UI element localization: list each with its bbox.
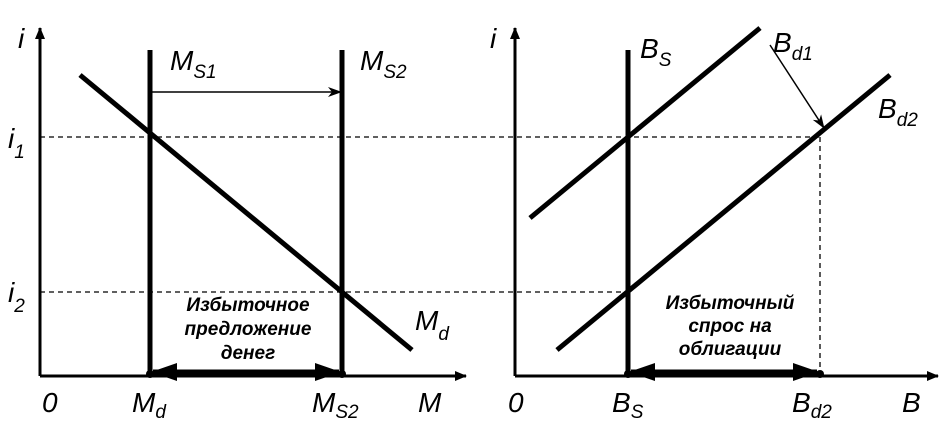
curve-label: MS1 <box>170 45 217 83</box>
shift-arrow <box>769 44 825 129</box>
note: спрос на <box>688 316 772 337</box>
demand-line <box>78 73 414 352</box>
point <box>816 370 824 378</box>
curve-label: Bd1 <box>773 27 813 65</box>
x-point-label: Md <box>132 387 167 423</box>
x-point-label: MS2 <box>312 387 359 423</box>
axis-label: B <box>902 387 921 418</box>
origin: 0 <box>508 387 524 418</box>
curve-label: Bd2 <box>878 93 918 131</box>
x-point-label: Bd2 <box>792 387 832 423</box>
demand-line-2 <box>555 73 892 352</box>
origin: 0 <box>42 387 58 418</box>
point <box>146 370 154 378</box>
point <box>624 370 632 378</box>
note: Избыточное <box>186 295 310 316</box>
axis-label: M <box>418 387 442 418</box>
note: предложение <box>185 319 312 340</box>
demand-line-1 <box>528 26 762 220</box>
axis-label: i <box>18 23 25 54</box>
curve-label: Md <box>415 305 450 345</box>
x-point-label: BS <box>612 387 644 423</box>
curve-label: MS2 <box>360 45 407 83</box>
level-label: i2 <box>8 277 25 317</box>
curve-label: BS <box>640 33 672 71</box>
note: Избыточный <box>666 293 795 314</box>
level-label: i1 <box>8 123 25 163</box>
axis-label: i <box>490 23 497 54</box>
note: денег <box>221 343 276 364</box>
point <box>338 370 346 378</box>
note: облигации <box>679 339 782 360</box>
